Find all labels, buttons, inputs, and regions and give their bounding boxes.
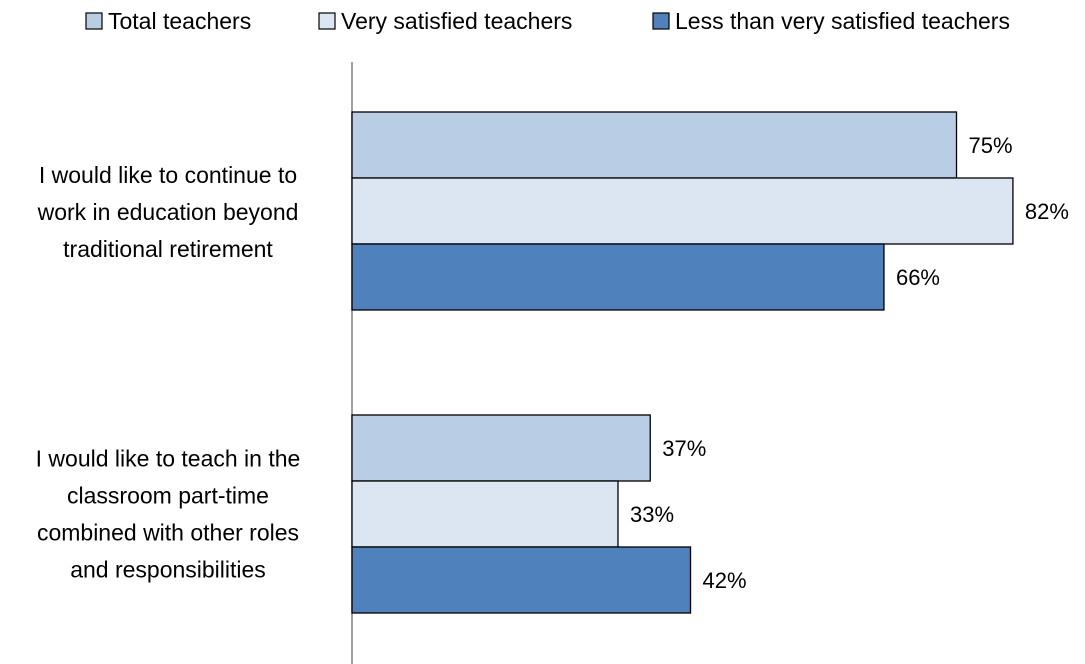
bar: [351, 111, 958, 179]
bar: [351, 480, 619, 548]
bars: [351, 111, 1014, 614]
data-label: 37%: [662, 436, 706, 461]
data-label: 66%: [896, 265, 940, 290]
bar: [351, 243, 885, 311]
data-label: 42%: [703, 568, 747, 593]
data-label: 33%: [630, 502, 674, 527]
category-label-line: classroom part-time: [67, 483, 269, 509]
data-label: 82%: [1025, 199, 1069, 224]
category-label-line: work in education beyond: [37, 199, 299, 225]
legend-swatch: [652, 12, 670, 30]
category-label-line: traditional retirement: [63, 236, 273, 262]
bar: [351, 177, 1014, 245]
legend-swatch: [85, 12, 103, 30]
category-label-line: and responsibilities: [70, 557, 266, 583]
legend-label: Less than very satisfied teachers: [675, 8, 1010, 34]
legend: Total teachers Very satisfied teachers Les…: [85, 8, 1010, 34]
value-labels: 75% 82% 66% 37% 33% 42%: [630, 133, 1069, 593]
data-label: 75%: [969, 133, 1013, 158]
bar: [351, 546, 692, 614]
legend-swatch: [318, 12, 336, 30]
category-label-line: combined with other roles: [37, 520, 299, 546]
legend-label: Total teachers: [108, 8, 251, 34]
category-label: I would like to teach in the classroom pa…: [36, 446, 301, 583]
legend-label: Very satisfied teachers: [341, 8, 572, 34]
category-label: I would like to continue to work in educa…: [37, 162, 299, 262]
category-labels: I would like to continue to work in educa…: [36, 162, 301, 583]
category-label-line: I would like to teach in the: [36, 446, 301, 472]
bar: [351, 414, 651, 482]
category-label-line: I would like to continue to: [39, 162, 297, 188]
